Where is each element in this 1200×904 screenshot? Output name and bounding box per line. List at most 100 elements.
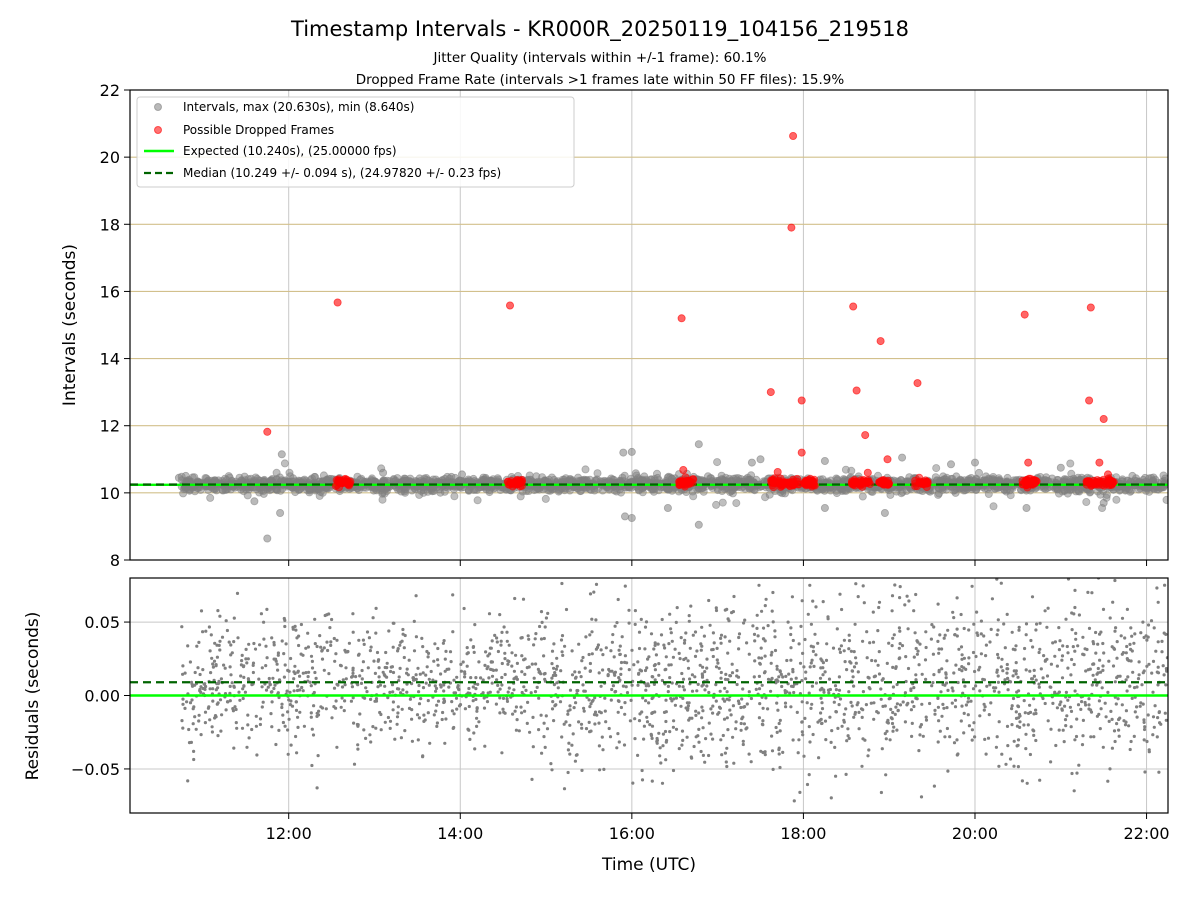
residual-point (574, 760, 577, 763)
interval-point (594, 470, 601, 477)
residual-point (301, 654, 304, 657)
residual-point (540, 610, 543, 613)
residual-point (455, 676, 458, 679)
residual-point (1026, 782, 1029, 785)
residual-point (1025, 622, 1028, 625)
residual-point (296, 726, 299, 729)
residual-point (497, 650, 500, 653)
residual-point (651, 780, 654, 783)
residual-point (200, 733, 203, 736)
residual-point (415, 594, 418, 597)
residual-point (821, 673, 824, 676)
residual-point (493, 634, 496, 637)
intervals-x-ticks (289, 560, 1147, 566)
residual-point (1145, 665, 1148, 668)
residual-point (914, 593, 917, 596)
residual-point (538, 625, 541, 628)
residual-point (956, 753, 959, 756)
residual-point (1091, 663, 1094, 666)
interval-point (292, 489, 299, 496)
interval-point (842, 466, 849, 473)
residual-point (630, 699, 633, 702)
residual-point (560, 582, 563, 585)
residual-point (641, 696, 644, 699)
residual-point (1024, 733, 1027, 736)
residual-point (775, 665, 778, 668)
residual-point (769, 690, 772, 693)
residual-point (1084, 647, 1087, 650)
residual-point (500, 751, 503, 754)
residual-point (886, 719, 889, 722)
residual-point (987, 737, 990, 740)
residual-point (316, 786, 319, 789)
residual-point (692, 634, 695, 637)
residual-point (296, 671, 299, 674)
residual-point (1130, 635, 1133, 638)
residual-point (832, 647, 835, 650)
residual-point (502, 697, 505, 700)
residual-point (956, 628, 959, 631)
residual-point (627, 609, 630, 612)
residual-point (396, 715, 399, 718)
residual-point (972, 687, 975, 690)
dropped-frame-point (798, 397, 805, 404)
residual-point (616, 732, 619, 735)
residual-point (559, 669, 562, 672)
residual-point (632, 663, 635, 666)
residual-point (705, 684, 708, 687)
residual-point (1066, 645, 1069, 648)
residual-point (1073, 663, 1076, 666)
residual-point (391, 690, 394, 693)
residual-point (1033, 675, 1036, 678)
residual-point (740, 729, 743, 732)
residual-point (838, 593, 841, 596)
residual-point (500, 676, 503, 679)
residual-point (523, 710, 526, 713)
residual-point (229, 673, 232, 676)
residual-point (1147, 636, 1150, 639)
residual-point (534, 662, 537, 665)
residual-point (928, 702, 931, 705)
residual-point (843, 713, 846, 716)
interval-point (548, 474, 555, 481)
residual-point (241, 687, 244, 690)
residual-point (1060, 659, 1063, 662)
dropped-frame-point (1109, 478, 1116, 485)
residual-point (455, 697, 458, 700)
intervals-points (175, 441, 1170, 543)
residual-point (540, 714, 543, 717)
residual-point (235, 721, 238, 724)
residual-point (252, 671, 255, 674)
residual-point (231, 707, 234, 710)
residual-point (963, 685, 966, 688)
residual-point (1056, 665, 1059, 668)
residual-point (604, 720, 607, 723)
residual-point (375, 607, 378, 610)
residual-point (609, 735, 612, 738)
residual-point (726, 728, 729, 731)
residual-point (1132, 642, 1135, 645)
residual-point (229, 665, 232, 668)
residual-point (695, 735, 698, 738)
residual-point (738, 702, 741, 705)
residual-point (662, 644, 665, 647)
residual-point (846, 727, 849, 730)
residual-point (657, 662, 660, 665)
residual-point (370, 646, 373, 649)
residual-point (1051, 702, 1054, 705)
residual-point (533, 677, 536, 680)
residual-point (296, 716, 299, 719)
residual-point (515, 705, 518, 708)
residual-point (726, 716, 729, 719)
residual-point (885, 737, 888, 740)
residual-point (877, 606, 880, 609)
residual-point (715, 609, 718, 612)
residual-point (483, 707, 486, 710)
residual-point (688, 620, 691, 623)
residual-point (491, 675, 494, 678)
residual-point (600, 648, 603, 651)
residual-point (821, 707, 824, 710)
residual-point (778, 766, 781, 769)
residual-point (386, 662, 389, 665)
residual-point (720, 642, 723, 645)
